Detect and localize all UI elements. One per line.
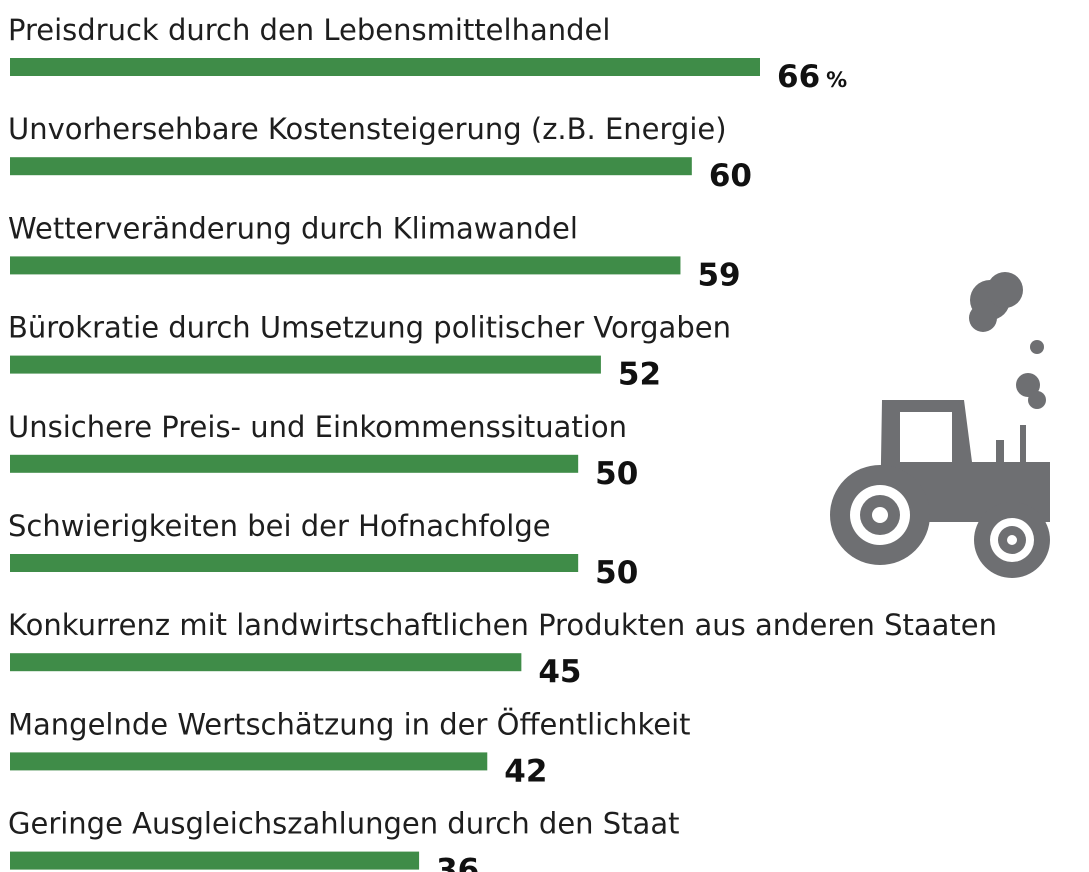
bar: [10, 554, 579, 572]
bar: [10, 256, 681, 275]
category-label: Wetterveränderung durch Klimawandel: [8, 211, 578, 245]
bar: [10, 454, 579, 473]
category-label: Schwierigkeiten bei der Hofnachfolge: [8, 509, 551, 543]
value-text: 36: [436, 853, 479, 872]
value-label: 52: [618, 357, 661, 393]
category-label: Unvorhersehbare Kostensteigerung (z.B. E…: [8, 112, 727, 146]
value-text: 50: [595, 456, 638, 492]
value-text: 42: [504, 753, 547, 789]
value-text: 45: [538, 654, 581, 690]
value-label: 50: [595, 456, 638, 492]
value-text: 59: [697, 257, 740, 293]
category-label: Mangelnde Wertschätzung in der Öffentlic…: [8, 707, 691, 741]
bar: [10, 752, 488, 771]
bar: [10, 58, 760, 76]
category-label: Geringe Ausgleichszahlungen durch den St…: [8, 807, 679, 841]
value-text: 52: [618, 357, 661, 393]
bar: [10, 157, 692, 176]
category-label: Preisdruck durch den Lebensmittelhandel: [8, 13, 610, 47]
value-label: 42: [504, 753, 547, 789]
unit-label: %: [826, 68, 847, 92]
value-text: 50: [595, 555, 638, 591]
category-label: Bürokratie durch Umsetzung politischer V…: [8, 311, 731, 345]
category-label: Konkurrenz mit landwirtschaftlichen Prod…: [8, 608, 997, 642]
bar: [10, 851, 420, 870]
value-label: 45: [538, 654, 581, 690]
tractor-icon: [830, 272, 1050, 578]
value-text: 60: [709, 158, 752, 194]
bar: [10, 653, 522, 672]
value-text: 66: [777, 59, 820, 95]
value-label: 36: [436, 853, 479, 872]
value-label: 60: [709, 158, 752, 194]
category-label: Unsichere Preis- und Einkommenssituation: [8, 410, 627, 444]
bar: [10, 355, 601, 374]
value-label: 59: [697, 257, 740, 293]
value-label: 50: [595, 555, 638, 591]
value-label: 66%: [777, 59, 847, 95]
